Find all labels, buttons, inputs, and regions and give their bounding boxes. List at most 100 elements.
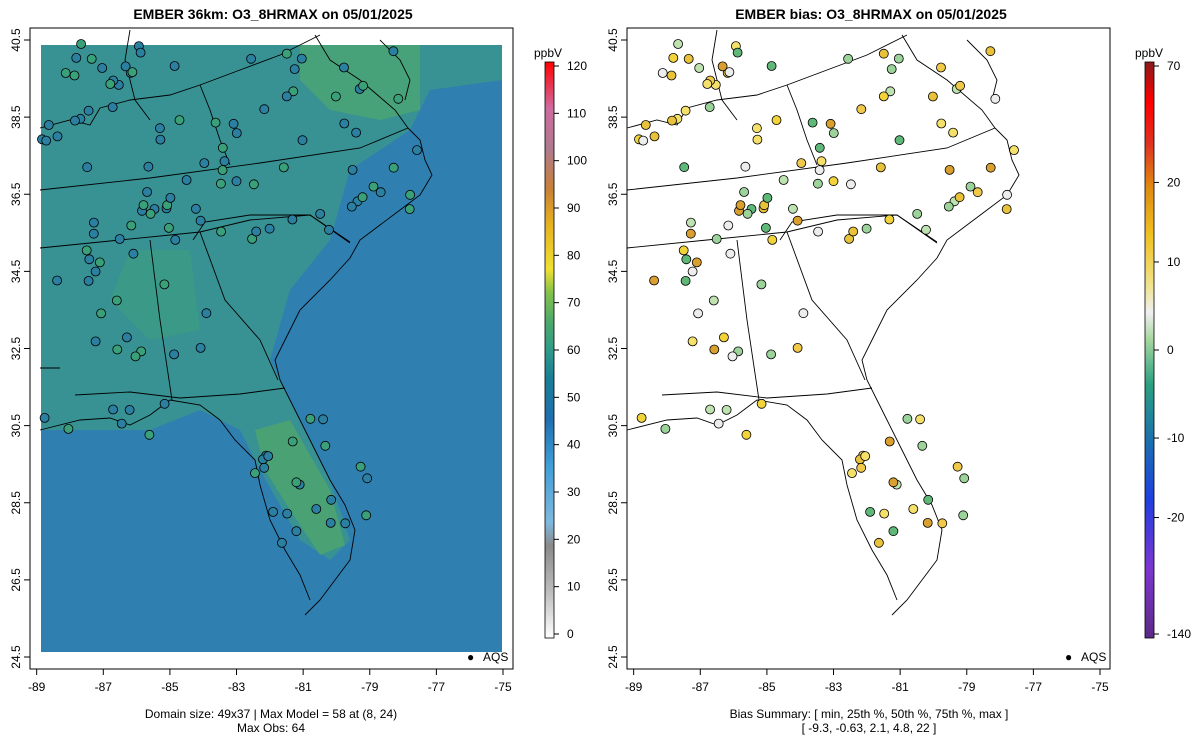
right-colorbar-ramp — [1144, 61, 1155, 639]
station-marker — [246, 53, 257, 64]
station-marker — [702, 79, 713, 89]
station-marker — [112, 344, 123, 355]
station-marker — [888, 477, 899, 488]
y-tick-label: 30.5 — [9, 414, 23, 438]
station-marker — [297, 135, 308, 146]
right-legend-label: AQS — [1081, 650, 1106, 664]
station-marker — [673, 39, 683, 49]
x-tick-label: -85 — [161, 680, 179, 694]
station-marker — [195, 342, 206, 353]
station-marker — [680, 105, 691, 116]
colorbar-tick-label: 110 — [567, 106, 586, 120]
station-marker — [127, 67, 138, 77]
y-tick-label: 28.5 — [606, 491, 620, 515]
y-tick-label: 34.5 — [606, 259, 620, 283]
station-marker — [985, 162, 996, 173]
station-marker — [111, 295, 122, 306]
station-marker — [81, 245, 92, 256]
station-marker — [169, 349, 180, 360]
colorbar-tick-label: 120 — [567, 59, 587, 73]
station-marker — [649, 131, 660, 142]
station-marker — [281, 48, 292, 59]
x-tick-label: -87 — [95, 680, 113, 694]
colorbar-tick-label: -140 — [1167, 627, 1191, 641]
colorbar-tick-label: 0 — [567, 627, 574, 641]
colorbar-tick-label: 90 — [567, 201, 581, 215]
station-marker — [52, 275, 62, 286]
station-marker — [231, 176, 242, 187]
station-marker — [741, 429, 752, 440]
station-marker — [638, 135, 649, 146]
x-tick-label: -77 — [1025, 680, 1043, 694]
station-marker — [94, 257, 105, 268]
station-marker — [215, 178, 226, 189]
station-marker — [326, 494, 337, 505]
station-marker — [813, 178, 823, 189]
station-marker — [126, 220, 137, 231]
station-marker — [181, 175, 192, 185]
station-marker — [120, 61, 131, 72]
station-marker — [138, 200, 149, 211]
station-marker — [752, 123, 762, 134]
station-marker — [217, 165, 228, 176]
station-marker — [142, 187, 153, 197]
station-marker — [291, 477, 302, 488]
station-marker — [848, 226, 859, 237]
station-marker — [825, 118, 836, 129]
station-marker — [190, 203, 201, 214]
y-tick-label: 36.5 — [9, 182, 23, 206]
colorbar-tick-label: 70 — [567, 296, 581, 310]
station-marker — [985, 46, 996, 57]
station-marker — [796, 158, 807, 169]
station-marker — [39, 412, 50, 423]
station-marker — [219, 156, 230, 167]
station-marker — [693, 308, 703, 319]
station-marker — [813, 226, 823, 237]
right-colorbar: ppbV 70 20 10 0 -10 -20 -140 — [1135, 46, 1191, 641]
station-marker — [296, 53, 307, 64]
station-marker — [195, 215, 206, 226]
colorbar-tick-label: -10 — [1167, 431, 1185, 445]
station-marker — [965, 181, 976, 192]
station-marker — [724, 67, 735, 77]
x-tick-label: -77 — [428, 680, 446, 694]
colorbar-tick-label: 20 — [567, 532, 581, 546]
station-marker — [155, 134, 166, 145]
station-marker — [704, 102, 715, 112]
right-y-axis: 24.5 26.5 28.5 30.5 32.5 34.5 36.5 38.5 40.5 — [606, 28, 627, 669]
colorbar-tick-label: 30 — [567, 485, 581, 499]
station-marker — [865, 506, 875, 517]
station-marker — [725, 248, 736, 259]
colorbar-tick-label: 40 — [567, 438, 581, 452]
station-marker — [944, 164, 955, 175]
station-marker — [735, 200, 746, 211]
station-marker — [762, 192, 773, 203]
station-marker — [263, 451, 274, 462]
station-marker — [174, 115, 185, 125]
station-marker — [666, 70, 677, 81]
station-marker — [96, 308, 106, 319]
y-tick-label: 30.5 — [606, 414, 620, 438]
station-marker — [739, 187, 749, 197]
left-footer-line-2: Max Obs: 64 — [237, 721, 305, 735]
station-marker — [917, 440, 928, 451]
station-marker — [771, 115, 782, 125]
station-marker — [76, 39, 86, 49]
colorbar-tick-label: 70 — [1167, 59, 1181, 73]
station-marker — [259, 104, 270, 115]
station-marker — [952, 461, 963, 472]
station-marker — [990, 93, 1001, 104]
station-marker — [41, 135, 52, 146]
station-marker — [928, 91, 938, 102]
station-marker — [886, 64, 897, 74]
station-marker — [687, 266, 698, 277]
station-marker — [875, 162, 886, 173]
colorbar-tick-label: 60 — [567, 343, 581, 357]
station-marker — [52, 131, 63, 142]
station-marker — [678, 245, 689, 256]
station-marker — [116, 418, 127, 429]
station-marker — [1009, 145, 1019, 156]
station-marker — [885, 86, 896, 97]
right-title: EMBER bias: O3_8HRMAX on 05/01/2025 — [735, 6, 1007, 22]
station-marker — [351, 127, 362, 138]
